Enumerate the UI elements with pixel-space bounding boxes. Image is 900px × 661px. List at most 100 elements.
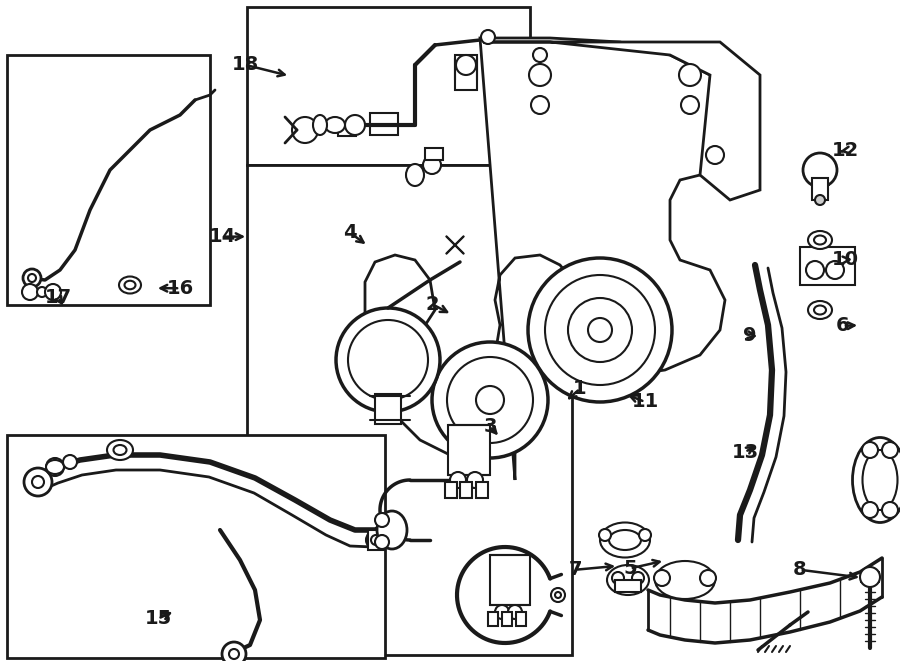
Circle shape xyxy=(806,261,824,279)
Text: 13: 13 xyxy=(732,443,759,461)
Circle shape xyxy=(336,308,440,412)
Circle shape xyxy=(588,318,612,342)
Circle shape xyxy=(681,96,699,114)
Circle shape xyxy=(551,588,565,602)
Circle shape xyxy=(63,455,77,469)
Circle shape xyxy=(37,287,47,297)
Ellipse shape xyxy=(814,235,826,245)
Bar xyxy=(490,555,530,605)
Bar xyxy=(516,612,526,626)
Circle shape xyxy=(612,572,624,584)
Bar xyxy=(370,113,398,135)
Circle shape xyxy=(456,55,476,75)
Bar xyxy=(247,7,530,165)
Ellipse shape xyxy=(107,440,133,460)
Ellipse shape xyxy=(852,438,900,522)
Text: 14: 14 xyxy=(209,227,236,246)
Ellipse shape xyxy=(609,530,641,550)
Ellipse shape xyxy=(46,460,64,474)
Circle shape xyxy=(24,468,52,496)
Circle shape xyxy=(654,570,670,586)
Text: 5: 5 xyxy=(623,559,637,578)
Circle shape xyxy=(495,605,509,619)
Circle shape xyxy=(706,146,724,164)
Circle shape xyxy=(23,269,41,287)
Bar xyxy=(615,580,641,592)
Text: 12: 12 xyxy=(832,141,859,160)
Circle shape xyxy=(862,502,878,518)
Bar xyxy=(488,612,498,626)
Circle shape xyxy=(860,567,880,587)
Ellipse shape xyxy=(814,305,826,315)
Bar xyxy=(338,125,356,136)
Circle shape xyxy=(882,502,898,518)
Bar xyxy=(445,482,457,498)
Circle shape xyxy=(481,30,495,44)
Bar xyxy=(375,394,401,424)
Circle shape xyxy=(815,195,825,205)
Text: 7: 7 xyxy=(568,561,581,579)
Circle shape xyxy=(45,284,61,300)
Text: 17: 17 xyxy=(44,288,72,307)
Text: 10: 10 xyxy=(832,251,859,269)
Circle shape xyxy=(447,357,533,443)
Ellipse shape xyxy=(862,450,897,510)
Circle shape xyxy=(862,442,878,458)
Ellipse shape xyxy=(406,164,424,186)
Bar xyxy=(812,178,828,200)
Circle shape xyxy=(531,96,549,114)
Circle shape xyxy=(348,320,428,400)
Ellipse shape xyxy=(808,231,832,249)
Ellipse shape xyxy=(607,565,649,595)
Circle shape xyxy=(345,115,365,135)
Circle shape xyxy=(450,472,466,488)
Circle shape xyxy=(700,570,716,586)
Ellipse shape xyxy=(119,276,141,293)
Text: 11: 11 xyxy=(632,393,659,411)
Ellipse shape xyxy=(366,531,384,549)
Bar xyxy=(476,482,488,498)
Circle shape xyxy=(639,529,651,541)
Circle shape xyxy=(555,592,561,598)
Circle shape xyxy=(508,605,522,619)
Circle shape xyxy=(46,458,64,476)
Bar xyxy=(368,530,384,550)
Ellipse shape xyxy=(600,522,650,557)
Circle shape xyxy=(28,274,36,282)
Circle shape xyxy=(803,153,837,187)
Circle shape xyxy=(528,258,672,402)
Ellipse shape xyxy=(313,115,327,135)
Ellipse shape xyxy=(325,117,345,133)
Bar xyxy=(502,612,512,626)
Bar xyxy=(448,425,490,475)
Bar xyxy=(7,435,385,658)
Ellipse shape xyxy=(377,511,407,549)
Circle shape xyxy=(292,117,318,143)
Bar xyxy=(425,148,443,160)
Circle shape xyxy=(545,275,655,385)
Circle shape xyxy=(882,442,898,458)
Circle shape xyxy=(476,386,504,414)
Circle shape xyxy=(423,156,441,174)
Text: 16: 16 xyxy=(166,279,194,297)
Text: 2: 2 xyxy=(425,295,439,313)
Circle shape xyxy=(375,513,389,527)
Text: 6: 6 xyxy=(836,317,850,335)
Circle shape xyxy=(679,64,701,86)
Ellipse shape xyxy=(124,281,136,290)
Circle shape xyxy=(826,261,844,279)
Text: 15: 15 xyxy=(144,609,172,628)
Text: 1: 1 xyxy=(573,379,587,398)
Bar xyxy=(247,165,572,655)
Ellipse shape xyxy=(113,445,127,455)
Circle shape xyxy=(529,64,551,86)
Circle shape xyxy=(432,342,548,458)
Ellipse shape xyxy=(655,561,715,599)
Polygon shape xyxy=(365,38,740,480)
Circle shape xyxy=(533,48,547,62)
Bar xyxy=(455,55,477,90)
Bar xyxy=(460,482,472,498)
Bar xyxy=(800,247,855,285)
Ellipse shape xyxy=(808,301,832,319)
Text: 18: 18 xyxy=(231,56,258,74)
